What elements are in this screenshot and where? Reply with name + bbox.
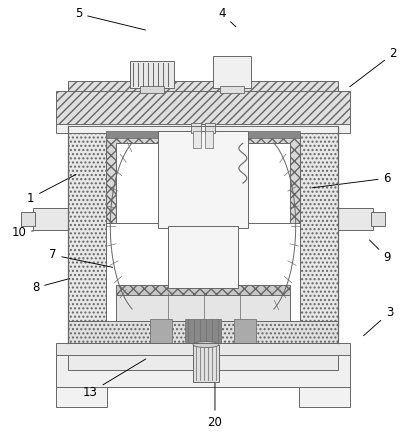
Bar xyxy=(68,321,337,342)
Text: 7: 7 xyxy=(49,249,112,267)
Text: 6: 6 xyxy=(311,171,390,188)
Bar xyxy=(192,131,200,148)
Text: 2: 2 xyxy=(349,47,396,87)
Bar xyxy=(116,285,289,295)
Text: 1: 1 xyxy=(27,175,76,205)
Text: 3: 3 xyxy=(362,306,392,336)
Bar xyxy=(55,353,350,388)
Bar xyxy=(55,342,350,354)
Bar xyxy=(106,133,185,223)
Bar xyxy=(68,350,337,370)
Bar xyxy=(130,61,174,89)
Text: 20: 20 xyxy=(207,360,222,429)
Bar xyxy=(140,86,164,93)
Bar xyxy=(229,143,289,223)
Ellipse shape xyxy=(192,342,218,348)
Bar xyxy=(116,293,289,321)
Bar xyxy=(220,131,299,138)
Bar xyxy=(55,124,350,133)
Bar xyxy=(55,91,350,126)
Bar xyxy=(150,319,172,342)
Text: 8: 8 xyxy=(32,279,70,294)
Bar xyxy=(55,353,107,408)
Bar xyxy=(213,55,250,89)
Bar xyxy=(32,208,68,230)
Bar xyxy=(185,319,220,342)
Text: 4: 4 xyxy=(217,7,235,27)
Bar xyxy=(233,319,255,342)
Bar xyxy=(299,126,337,321)
Bar xyxy=(191,123,200,133)
Bar xyxy=(220,86,243,93)
Bar xyxy=(68,82,337,91)
Text: 13: 13 xyxy=(83,359,145,399)
Bar xyxy=(205,131,213,148)
Text: 9: 9 xyxy=(369,240,390,264)
Text: 5: 5 xyxy=(75,7,145,30)
Bar xyxy=(106,131,299,321)
Bar xyxy=(298,353,350,408)
Bar xyxy=(21,212,34,226)
Bar xyxy=(68,126,106,321)
Bar xyxy=(106,131,185,138)
Bar xyxy=(168,226,237,288)
Bar xyxy=(337,208,373,230)
Bar xyxy=(371,212,384,226)
Bar xyxy=(192,345,218,382)
Bar xyxy=(116,143,176,223)
Bar xyxy=(205,123,214,133)
Bar xyxy=(158,131,247,228)
Bar xyxy=(220,133,299,223)
Text: 10: 10 xyxy=(11,226,50,240)
